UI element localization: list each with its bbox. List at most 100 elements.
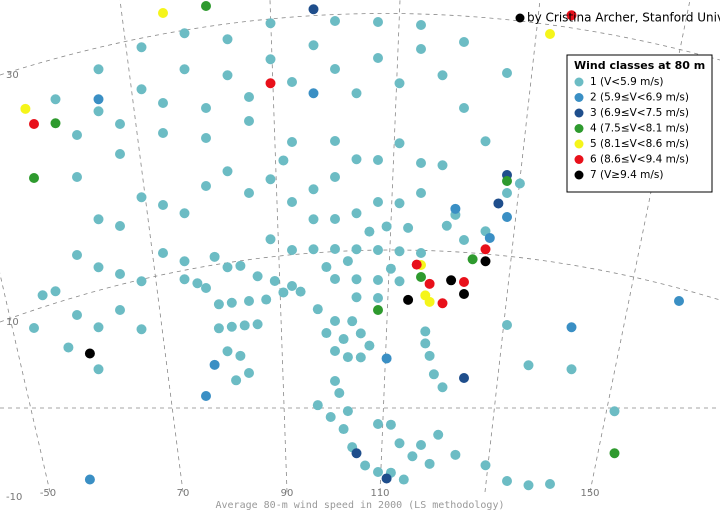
station — [450, 203, 461, 214]
station — [115, 269, 125, 279]
station — [50, 286, 61, 297]
stations — [20, 1, 684, 491]
station — [226, 321, 237, 332]
station — [381, 353, 392, 364]
legend: Wind classes at 80 m 1 (V<5.9 m/s) 2 (5.9… — [566, 54, 713, 193]
station — [72, 310, 82, 320]
station — [213, 323, 224, 334]
station — [480, 460, 491, 471]
parallel — [0, 13, 720, 76]
meridian — [269, 0, 288, 493]
station — [459, 37, 469, 47]
station — [136, 324, 147, 335]
station — [72, 172, 82, 182]
station — [201, 103, 211, 113]
station — [330, 274, 340, 284]
legend-label: 1 (V<5.9 m/s) — [590, 76, 663, 88]
station — [416, 188, 426, 198]
station — [355, 328, 366, 339]
legend-label: 3 (6.9≤V<7.5 m/s) — [590, 107, 689, 119]
station — [115, 149, 125, 159]
station — [209, 251, 220, 262]
station — [342, 406, 353, 417]
station — [201, 133, 211, 143]
station — [308, 244, 319, 255]
station — [93, 322, 104, 333]
station — [287, 77, 297, 87]
station — [480, 256, 491, 267]
station — [325, 412, 336, 423]
station — [381, 473, 392, 484]
station — [433, 429, 444, 440]
station — [416, 20, 426, 30]
meridian — [0, 272, 51, 493]
station — [321, 328, 332, 339]
station — [136, 192, 147, 203]
station — [394, 198, 405, 209]
station — [261, 294, 272, 305]
station — [330, 136, 340, 146]
station — [265, 18, 276, 29]
station — [84, 348, 95, 359]
station — [373, 53, 383, 63]
station — [235, 350, 246, 361]
station — [441, 220, 452, 231]
lon-label: 150 — [580, 488, 599, 499]
station — [222, 262, 233, 273]
station — [450, 449, 461, 460]
legend-box — [566, 54, 713, 193]
station — [480, 244, 491, 255]
station — [209, 359, 220, 370]
station — [287, 197, 297, 207]
station — [222, 34, 233, 45]
station — [403, 294, 414, 305]
legend-swatch — [574, 155, 584, 164]
station — [416, 44, 426, 54]
station — [424, 296, 435, 307]
station — [351, 274, 362, 285]
station — [502, 68, 512, 78]
station — [321, 262, 332, 273]
lon-label: 110 — [370, 488, 389, 499]
station — [50, 118, 61, 129]
station — [330, 16, 340, 26]
station — [295, 286, 306, 297]
lon-label: 90 — [281, 488, 294, 499]
graticule-labels: 30 10 -10 -50 70 90 110 150 — [6, 70, 600, 503]
station — [420, 326, 431, 337]
station — [179, 64, 190, 75]
station — [330, 214, 340, 224]
station — [72, 130, 82, 140]
station — [373, 245, 383, 255]
station — [360, 460, 371, 471]
station — [351, 448, 362, 459]
lat-label: 10 — [6, 317, 19, 328]
station — [437, 298, 448, 309]
station — [330, 316, 340, 326]
station — [213, 299, 224, 310]
legend-swatch — [574, 93, 584, 102]
station — [244, 188, 254, 198]
station — [424, 278, 435, 289]
station — [342, 352, 353, 363]
station — [29, 173, 39, 183]
station — [136, 42, 147, 53]
station — [244, 92, 254, 102]
station — [373, 293, 383, 303]
station — [459, 235, 469, 245]
station — [381, 221, 392, 232]
station — [480, 136, 491, 147]
legend-swatch — [574, 124, 584, 133]
station — [394, 438, 405, 449]
legend-label: 6 (8.6≤V<9.4 m/s) — [590, 154, 689, 166]
station — [342, 256, 353, 267]
station — [424, 350, 435, 361]
legend-swatch — [574, 108, 584, 118]
station — [394, 276, 405, 287]
station — [37, 290, 48, 301]
station — [226, 297, 237, 308]
station — [93, 262, 104, 273]
station — [523, 360, 534, 371]
station — [398, 474, 409, 485]
legend-label: 2 (5.9≤V<6.9 m/s) — [590, 92, 689, 104]
